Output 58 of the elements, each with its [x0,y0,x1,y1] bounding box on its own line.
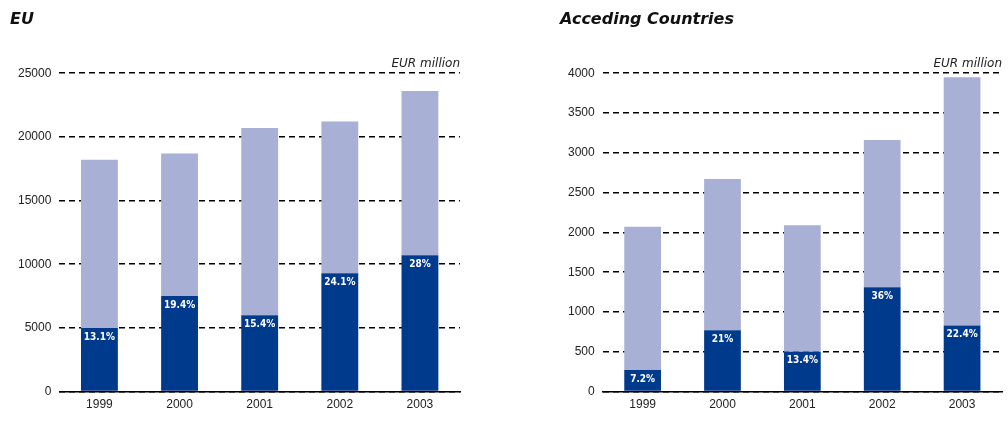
bar [401,91,439,256]
annotation: 36% [871,289,893,301]
bar [783,351,821,391]
bar [783,225,821,352]
bar [863,140,901,288]
bar [321,273,359,391]
bar [624,226,661,371]
bar [704,330,741,391]
y-tick-label: 500 [574,344,596,359]
x-tick-label: 2000 [166,397,194,412]
y-tick-label: 3000 [567,145,596,160]
x-tick-label: 2003 [406,397,434,412]
annotation: 28% [409,257,431,269]
y-tick-label: 3500 [567,105,596,120]
bar [241,127,279,316]
y-tick-label: 0 [588,383,596,398]
x-tick-label: 2002 [868,397,896,412]
bar [81,327,118,391]
y-axis-title: EUR million [391,56,460,71]
y-tick-label: 15000 [17,192,52,207]
bar [81,159,118,328]
annotation: 24.1% [324,275,356,287]
x-tick-label: 2001 [246,397,274,412]
x-tick-label: 1999 [86,397,114,412]
y-tick-label: 20000 [17,129,52,144]
y-tick-label: 10000 [17,256,52,271]
x-tick-label: 1999 [629,397,657,412]
chart-title: EU [10,8,34,28]
y-tick-label: 1000 [567,304,596,319]
bar [863,287,901,391]
bar [161,153,198,297]
chart-title: Acceding Countries [558,8,734,28]
bar [943,325,981,391]
bar [241,315,279,391]
annotation: 19.4% [163,298,196,310]
bar [321,121,359,274]
y-tick-label: 0 [44,383,52,398]
bar [943,77,981,326]
x-tick-label: 2002 [326,397,354,412]
annotation: 13.4% [786,354,818,366]
y-axis-title: EUR million [933,56,1002,71]
y-tick-label: 5000 [24,320,52,335]
y-tick-label: 2000 [567,224,596,239]
annotation: 22.4% [946,328,978,340]
annotation: 13.1% [83,330,116,342]
y-tick-label: 1500 [567,264,596,279]
y-tick-label: 4000 [567,65,596,80]
bar [704,179,741,331]
x-tick-label: 2003 [948,397,976,412]
annotation: 7.2% [630,372,656,384]
x-tick-label: 2000 [709,397,737,412]
annotation: 15.4% [244,317,276,329]
bar [401,255,439,391]
y-tick-label: 25000 [17,65,52,80]
annotation: 21% [711,332,734,344]
x-tick-label: 2001 [789,397,817,412]
bar [161,296,198,391]
y-tick-label: 2500 [567,184,596,199]
